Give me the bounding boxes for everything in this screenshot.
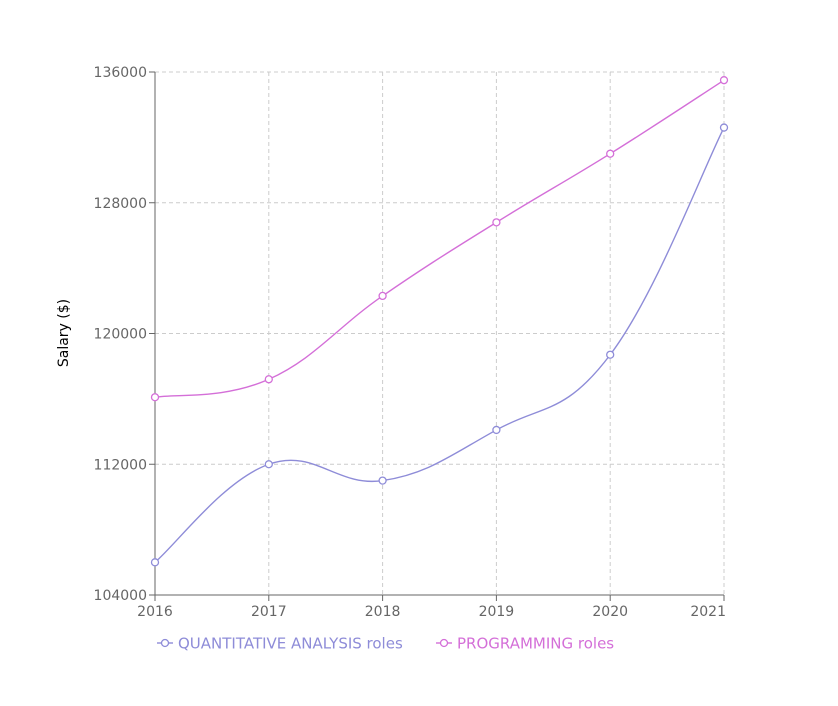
data-point[interactable] — [606, 149, 615, 158]
data-point[interactable] — [378, 291, 387, 301]
legend-item[interactable]: QUANTITATIVE ANALYSIS roles — [157, 635, 403, 653]
data-point[interactable] — [378, 476, 387, 485]
legend-marker-icon — [160, 638, 170, 648]
y-tick-label: 136000 — [94, 65, 147, 81]
x-tick-label: 2021 — [690, 604, 726, 620]
data-point[interactable] — [150, 558, 160, 567]
x-tick-label: 2020 — [592, 604, 628, 620]
data-point[interactable] — [264, 375, 273, 384]
legend-label: PROGRAMMING roles — [457, 635, 614, 653]
y-axis-title: Salary ($) — [56, 299, 72, 367]
y-tick-label: 112000 — [94, 457, 147, 473]
y-tick-label: 120000 — [94, 327, 147, 343]
legend-marker-icon — [439, 638, 449, 648]
data-point[interactable] — [264, 460, 273, 469]
x-tick-label: 2017 — [251, 604, 287, 620]
legend-label: QUANTITATIVE ANALYSIS roles — [178, 635, 403, 653]
y-tick-label: 128000 — [94, 196, 147, 212]
x-tick-label: 2018 — [365, 604, 401, 620]
series-line — [154, 79, 725, 398]
legend-item[interactable]: PROGRAMMING roles — [436, 635, 614, 653]
data-point[interactable] — [719, 76, 729, 85]
series-programming — [150, 76, 729, 402]
data-point[interactable] — [492, 425, 501, 435]
series-line — [154, 127, 725, 563]
data-point[interactable] — [150, 393, 160, 402]
x-tick-labels: 2016 2017 2018 2019 2020 2021 — [137, 595, 726, 620]
x-tick-label: 2019 — [479, 604, 515, 620]
y-tick-labels: 104000 112000 120000 128000 136000 — [94, 65, 155, 604]
data-point[interactable] — [719, 123, 729, 132]
data-point[interactable] — [492, 218, 501, 227]
y-tick-label: 104000 — [94, 588, 147, 604]
grid-lines — [155, 71, 725, 595]
x-tick-label: 2016 — [137, 604, 173, 620]
legend: QUANTITATIVE ANALYSIS roles PROGRAMMING r… — [157, 635, 614, 653]
series-quantitative-analysis — [150, 123, 729, 567]
data-point[interactable] — [606, 350, 615, 359]
series — [150, 76, 729, 567]
